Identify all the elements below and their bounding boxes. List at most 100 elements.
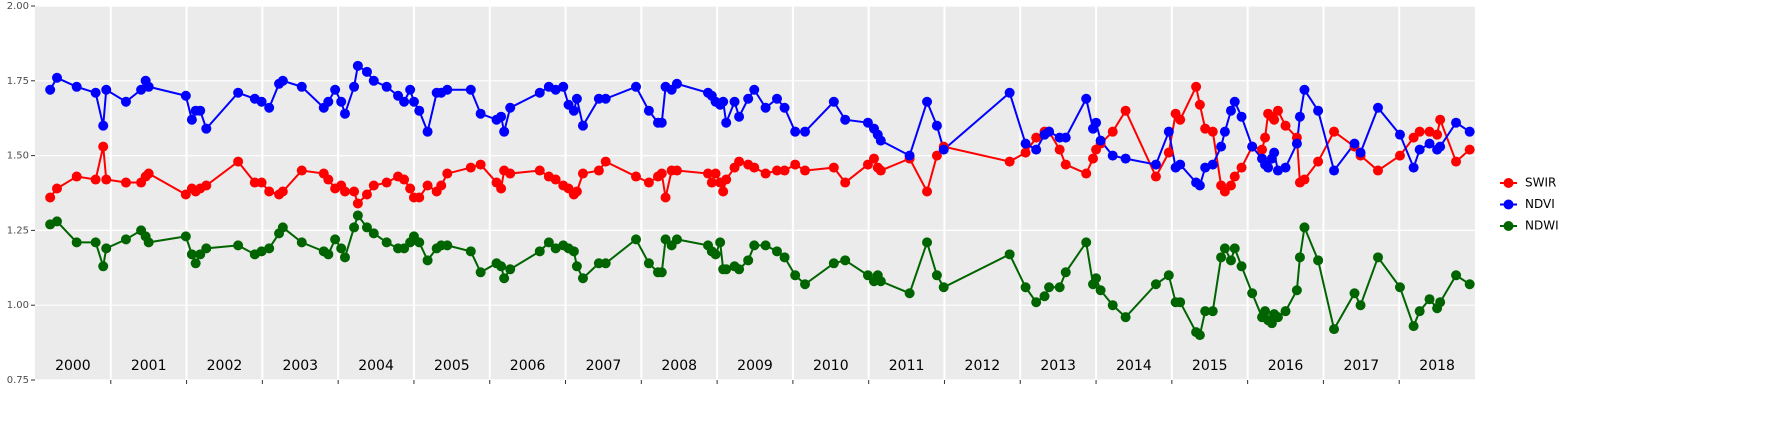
data-point [1280,162,1291,173]
data-point [734,156,745,167]
data-point [1451,156,1462,167]
data-point [1294,111,1305,122]
data-point [1408,321,1419,332]
data-point [600,258,611,269]
data-point [436,180,447,191]
data-point [1060,159,1071,170]
data-point [1020,282,1031,293]
data-point [600,93,611,104]
data-point [136,84,147,95]
data-point [414,192,425,203]
data-point [643,258,654,269]
data-point [1225,255,1236,266]
data-point [904,150,915,161]
data-point [1435,141,1446,152]
x-tick-label: 2016 [1268,358,1304,374]
data-point [1095,135,1106,146]
data-point [1191,81,1202,92]
data-point [1207,126,1218,137]
data-point [1247,288,1258,299]
data-point [414,105,425,116]
data-point [577,120,588,131]
data-point [1163,126,1174,137]
data-point [1299,84,1310,95]
data-point [1272,105,1283,116]
data-point [51,216,62,227]
data-point [233,87,244,98]
data-point [277,222,288,233]
data-point [90,174,101,185]
data-point [1219,243,1230,254]
data-point [734,111,745,122]
data-point [1329,165,1340,176]
data-point [352,60,363,71]
data-point [143,81,154,92]
data-point [568,105,579,116]
data-point [1150,171,1161,182]
y-tick-label: 1.00 [7,300,29,311]
data-point [349,222,360,233]
data-point [1120,312,1131,323]
data-point [868,153,879,164]
data-point [904,288,915,299]
data-point [120,234,131,245]
data-point [1107,300,1118,311]
data-point [1349,138,1360,149]
data-point [1394,150,1405,161]
data-point [51,72,62,83]
data-point [800,165,811,176]
data-point [1054,144,1065,155]
x-tick-label: 2012 [965,358,1001,374]
data-point [442,84,453,95]
data-point [779,165,790,176]
data-point [368,228,379,239]
data-point [631,234,642,245]
data-point [422,255,433,266]
data-point [264,186,275,197]
data-point [381,81,392,92]
x-tick-label: 2007 [586,358,622,374]
data-point [922,186,933,197]
data-point [534,87,545,98]
data-point [190,258,201,269]
data-point [1263,162,1274,173]
x-tick-label: 2006 [510,358,546,374]
data-point [422,126,433,137]
data-point [1081,237,1092,248]
data-point [734,264,745,275]
data-point [1216,252,1227,263]
data-point [577,273,588,284]
y-tick-label: 0.75 [7,375,29,386]
data-point [405,183,416,194]
data-point [577,168,588,179]
data-point [499,273,510,284]
data-point [922,96,933,107]
data-point [721,117,732,128]
data-point [1313,105,1324,116]
data-point [718,186,729,197]
data-point [643,177,654,188]
data-point [1095,285,1106,296]
data-point [671,78,682,89]
data-point [201,123,212,134]
data-point [703,168,714,179]
data-point [1207,306,1218,317]
data-point [201,180,212,191]
data-point [840,177,851,188]
data-point [1424,126,1435,137]
data-point [571,261,582,272]
data-point [1120,105,1131,116]
data-point [875,165,886,176]
data-point [931,150,942,161]
data-point [534,165,545,176]
data-point [1031,132,1042,143]
data-point [1219,126,1230,137]
x-tick-label: 2010 [813,358,849,374]
data-point [1031,297,1042,308]
data-point [465,162,476,173]
data-point [256,246,267,257]
data-point [600,156,611,167]
data-point [743,93,754,104]
data-point [323,174,334,185]
data-point [550,243,561,254]
